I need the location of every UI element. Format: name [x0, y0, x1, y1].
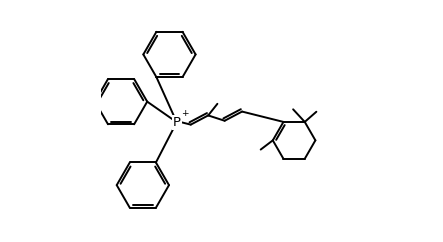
Text: +: +: [182, 109, 189, 118]
Text: P: P: [173, 116, 181, 129]
